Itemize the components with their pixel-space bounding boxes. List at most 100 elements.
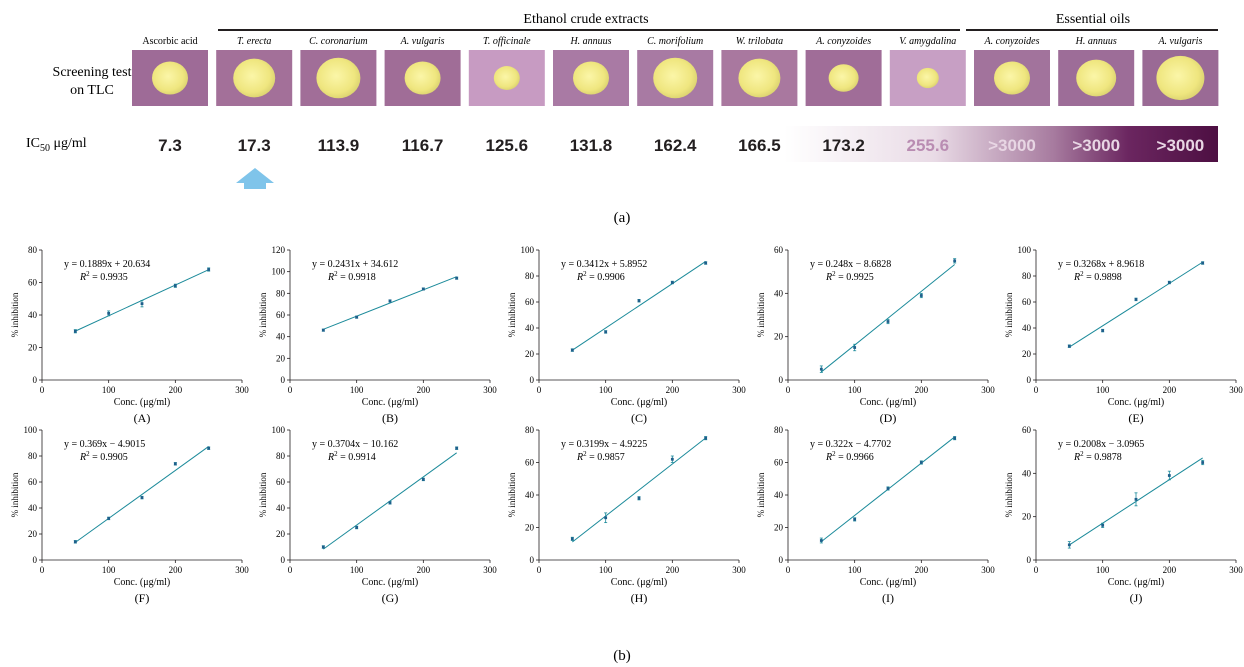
y-tick-label: 20: [525, 523, 535, 533]
regression-line: [821, 264, 955, 373]
x-tick-label: 100: [848, 565, 862, 575]
data-point: [637, 299, 641, 303]
r-squared-label: R2 = 0.9857: [576, 450, 625, 463]
x-tick-label: 100: [350, 565, 364, 575]
x-tick-label: 200: [915, 565, 929, 575]
data-point: [140, 496, 144, 499]
row-label-ic50: IC50 μg/ml: [26, 136, 87, 154]
y-tick-label: 80: [28, 451, 38, 461]
regression-line: [323, 276, 457, 330]
y-tick-label: 60: [1022, 297, 1032, 307]
x-tick-label: 100: [599, 385, 613, 395]
subplot-label: (B): [382, 411, 398, 425]
tlc-sample-11: A. conyzoides >3000: [974, 36, 1050, 155]
sample-name-label: A. vulgaris: [400, 36, 445, 47]
tlc-spot: [994, 61, 1030, 95]
tlc-sample-5: T. officinale 125.6: [468, 36, 545, 155]
x-tick-label: 300: [732, 565, 746, 575]
data-point: [207, 446, 211, 450]
regression-equation: y = 0.2431x + 34.612: [312, 259, 398, 270]
regression-equation: y = 0.2008x − 3.0965: [1058, 439, 1144, 450]
x-tick-label: 0: [1034, 565, 1039, 575]
y-tick-label: 100: [521, 245, 535, 255]
data-point: [819, 367, 823, 371]
x-axis-label: Conc. (μg/ml): [860, 577, 916, 588]
y-tick-label: 80: [276, 451, 286, 461]
sample-name-label: A. conyzoides: [815, 36, 871, 47]
data-point: [670, 457, 674, 461]
sample-name-label: H. annuus: [569, 36, 611, 47]
r-squared-label: R2 = 0.9966: [825, 450, 874, 463]
data-point: [355, 315, 359, 319]
x-axis-label: Conc. (μg/ml): [611, 577, 667, 588]
tlc-sample-6: H. annuus 131.8: [553, 36, 629, 155]
x-tick-label: 0: [288, 565, 293, 575]
y-tick-label: 20: [28, 343, 38, 353]
y-tick-label: 0: [33, 555, 38, 565]
tlc-spot: [1156, 55, 1205, 101]
y-tick-label: 40: [1022, 323, 1032, 333]
data-point: [321, 328, 325, 332]
y-axis-label: % inhibition: [507, 472, 517, 517]
y-tick-label: 20: [774, 332, 784, 342]
tlc-sample-12: H. annuus >3000: [1058, 36, 1135, 155]
y-tick-label: 0: [530, 375, 535, 385]
x-tick-label: 100: [1096, 565, 1110, 575]
data-point: [421, 287, 425, 291]
regression-equation: y = 0.322x − 4.7702: [810, 439, 891, 450]
regression-equation: y = 0.3199x − 4.9225: [561, 439, 647, 450]
x-tick-label: 0: [40, 565, 45, 575]
y-tick-label: 80: [525, 425, 535, 435]
y-tick-label: 40: [28, 310, 38, 320]
sample-name-label: A. conyzoides: [984, 36, 1040, 47]
y-tick-label: 60: [276, 310, 286, 320]
x-tick-label: 0: [40, 385, 45, 395]
data-point: [1201, 461, 1205, 464]
data-point: [173, 462, 177, 466]
y-tick-label: 100: [24, 425, 38, 435]
y-tick-label: 60: [774, 458, 784, 468]
sample-name-label: W. trilobata: [736, 36, 783, 47]
y-axis-label: % inhibition: [1004, 472, 1014, 517]
r-squared-label: R2 = 0.9906: [576, 270, 625, 283]
x-tick-label: 200: [1163, 565, 1177, 575]
x-tick-label: 300: [1229, 385, 1243, 395]
ic50-value: 173.2: [822, 136, 865, 155]
y-tick-label: 120: [272, 245, 286, 255]
x-tick-label: 300: [483, 385, 497, 395]
y-tick-label: 40: [276, 332, 286, 342]
tlc-spot: [493, 66, 520, 90]
data-point: [670, 281, 674, 284]
data-point: [455, 276, 459, 280]
tlc-sample-1: Ascorbic acid 7.3: [132, 36, 208, 155]
x-axis-label: Conc. (μg/ml): [114, 577, 170, 588]
y-tick-label: 0: [281, 555, 286, 565]
data-point: [388, 501, 392, 505]
regression-equation: y = 0.3268x + 8.9618: [1058, 259, 1144, 270]
r-squared-label: R2 = 0.9905: [79, 450, 128, 463]
data-point: [355, 526, 359, 529]
data-point: [953, 259, 957, 263]
sample-name-label: V. amygdalina: [899, 36, 956, 47]
y-tick-label: 60: [525, 297, 535, 307]
y-tick-label: 20: [276, 353, 286, 363]
sample-name-label: C. morifolium: [647, 36, 703, 47]
regression-plot-a: 0 20 40 60 80 0 100 200 300 Conc. (μg/ml) % inhibi…: [10, 245, 249, 425]
x-tick-label: 300: [981, 565, 995, 575]
panel-a-tlc-figure: Ethanol crude extracts Essential oils Sc…: [26, 12, 1219, 226]
tlc-sample-3: C. coronarium 113.9: [300, 36, 377, 155]
y-tick-label: 80: [1022, 271, 1032, 281]
data-point: [421, 478, 425, 481]
tlc-sample-8: W. trilobata 166.5: [721, 36, 798, 155]
x-tick-label: 0: [786, 565, 791, 575]
x-axis-label: Conc. (μg/ml): [860, 397, 916, 408]
data-point: [853, 346, 857, 349]
y-tick-label: 20: [1022, 349, 1032, 359]
row-label-screening-line1: Screening test: [53, 65, 132, 80]
ic50-value: >3000: [1072, 136, 1120, 155]
tlc-sample-2: T. erecta 17.3: [216, 36, 293, 155]
sample-name-label: A. vulgaris: [1157, 36, 1202, 47]
group-label-ethanol: Ethanol crude extracts: [523, 12, 648, 27]
